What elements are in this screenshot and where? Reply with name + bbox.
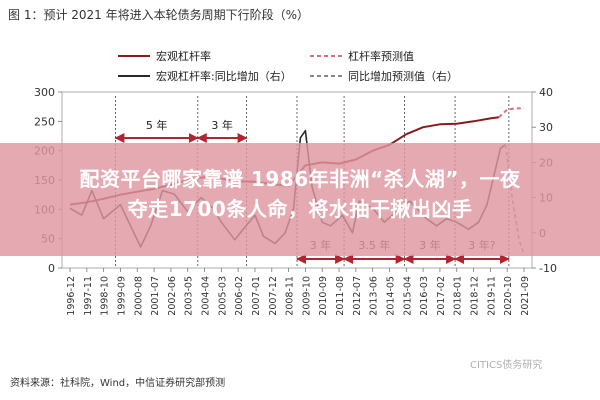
x-tick-label: 2016-03 xyxy=(419,276,430,316)
y-left-tick-label: 300 xyxy=(34,86,55,99)
x-tick-label: 2009-10 xyxy=(301,276,312,316)
x-tick-label: 2007-01 xyxy=(251,276,262,316)
y-right-tick-label: 40 xyxy=(539,86,553,99)
x-tick-label: 2005-03 xyxy=(217,276,228,316)
figure-title: 图 1：预计 2021 年将进入本轮债务周期下行阶段（%） xyxy=(8,8,310,22)
overlay-line-1: 配资平台哪家靠谱 1986年非洲“杀人湖”，一夜 xyxy=(79,167,521,191)
y-right-tick-label: -10 xyxy=(539,262,557,275)
x-tick-label: 2003-05 xyxy=(184,276,195,316)
cycle-label: 5 年 xyxy=(146,118,168,132)
x-tick-label: 2007-12 xyxy=(268,276,279,316)
legend-label-yoy: 宏观杠杆率:同比增加（右） xyxy=(156,69,292,83)
y-left-tick-label: 250 xyxy=(34,115,55,128)
x-tick-label: 1996-12 xyxy=(66,276,77,316)
legend-label-yoy-forecast: 同比增加预测值（右） xyxy=(348,69,458,83)
x-tick-label: 2002-06 xyxy=(167,276,178,316)
x-tick-label: 2000-08 xyxy=(133,276,144,316)
y-left-tick-label: 0 xyxy=(48,262,55,275)
source-note: 资料来源：社科院，Wind，中信证券研究部预测 xyxy=(10,378,226,389)
watermark: CITICS债务研究 xyxy=(470,360,543,371)
x-tick-label: 2015-04 xyxy=(402,276,413,316)
x-tick-label: 2018-12 xyxy=(470,276,481,316)
x-tick-label: 2006-02 xyxy=(234,276,245,316)
legend-label-leverage: 宏观杠杆率 xyxy=(156,49,211,63)
x-tick-label: 2018-01 xyxy=(453,276,464,316)
legend-label-leverage-forecast: 杠杆率预测值 xyxy=(348,49,414,63)
series-line-leverage-forecast xyxy=(498,107,524,118)
x-tick-label: 2014-05 xyxy=(385,276,396,316)
overlay-line-2: 夺走1700条人命，将水抽干揪出凶手 xyxy=(127,197,473,221)
promo-overlay-band xyxy=(0,143,600,256)
x-tick-label: 2004-04 xyxy=(201,276,212,316)
x-tick-label: 2011-08 xyxy=(335,276,346,316)
x-tick-label: 1999-09 xyxy=(116,276,127,316)
x-tick-label: 2021-09 xyxy=(520,276,531,316)
x-tick-label: 2019-11 xyxy=(486,276,497,316)
x-tick-label: 1998-10 xyxy=(100,276,111,316)
x-tick-label: 2001-07 xyxy=(150,276,161,316)
promo-overlay-text: 配资平台哪家靠谱 1986年非洲“杀人湖”，一夜 夺走1700条人命，将水抽干揪… xyxy=(0,164,600,224)
x-tick-label: 2017-02 xyxy=(436,276,447,316)
y-right-tick-label: 30 xyxy=(539,121,553,134)
x-tick-label: 2012-07 xyxy=(352,276,363,316)
x-tick-label: 2008-11 xyxy=(285,276,296,316)
x-tick-label: 2020-10 xyxy=(503,276,514,316)
cycle-label: 3 年 xyxy=(211,118,233,132)
x-tick-label: 2010-09 xyxy=(318,276,329,316)
x-tick-label: 2013-06 xyxy=(369,276,380,316)
x-tick-label: 1997-11 xyxy=(83,276,94,316)
